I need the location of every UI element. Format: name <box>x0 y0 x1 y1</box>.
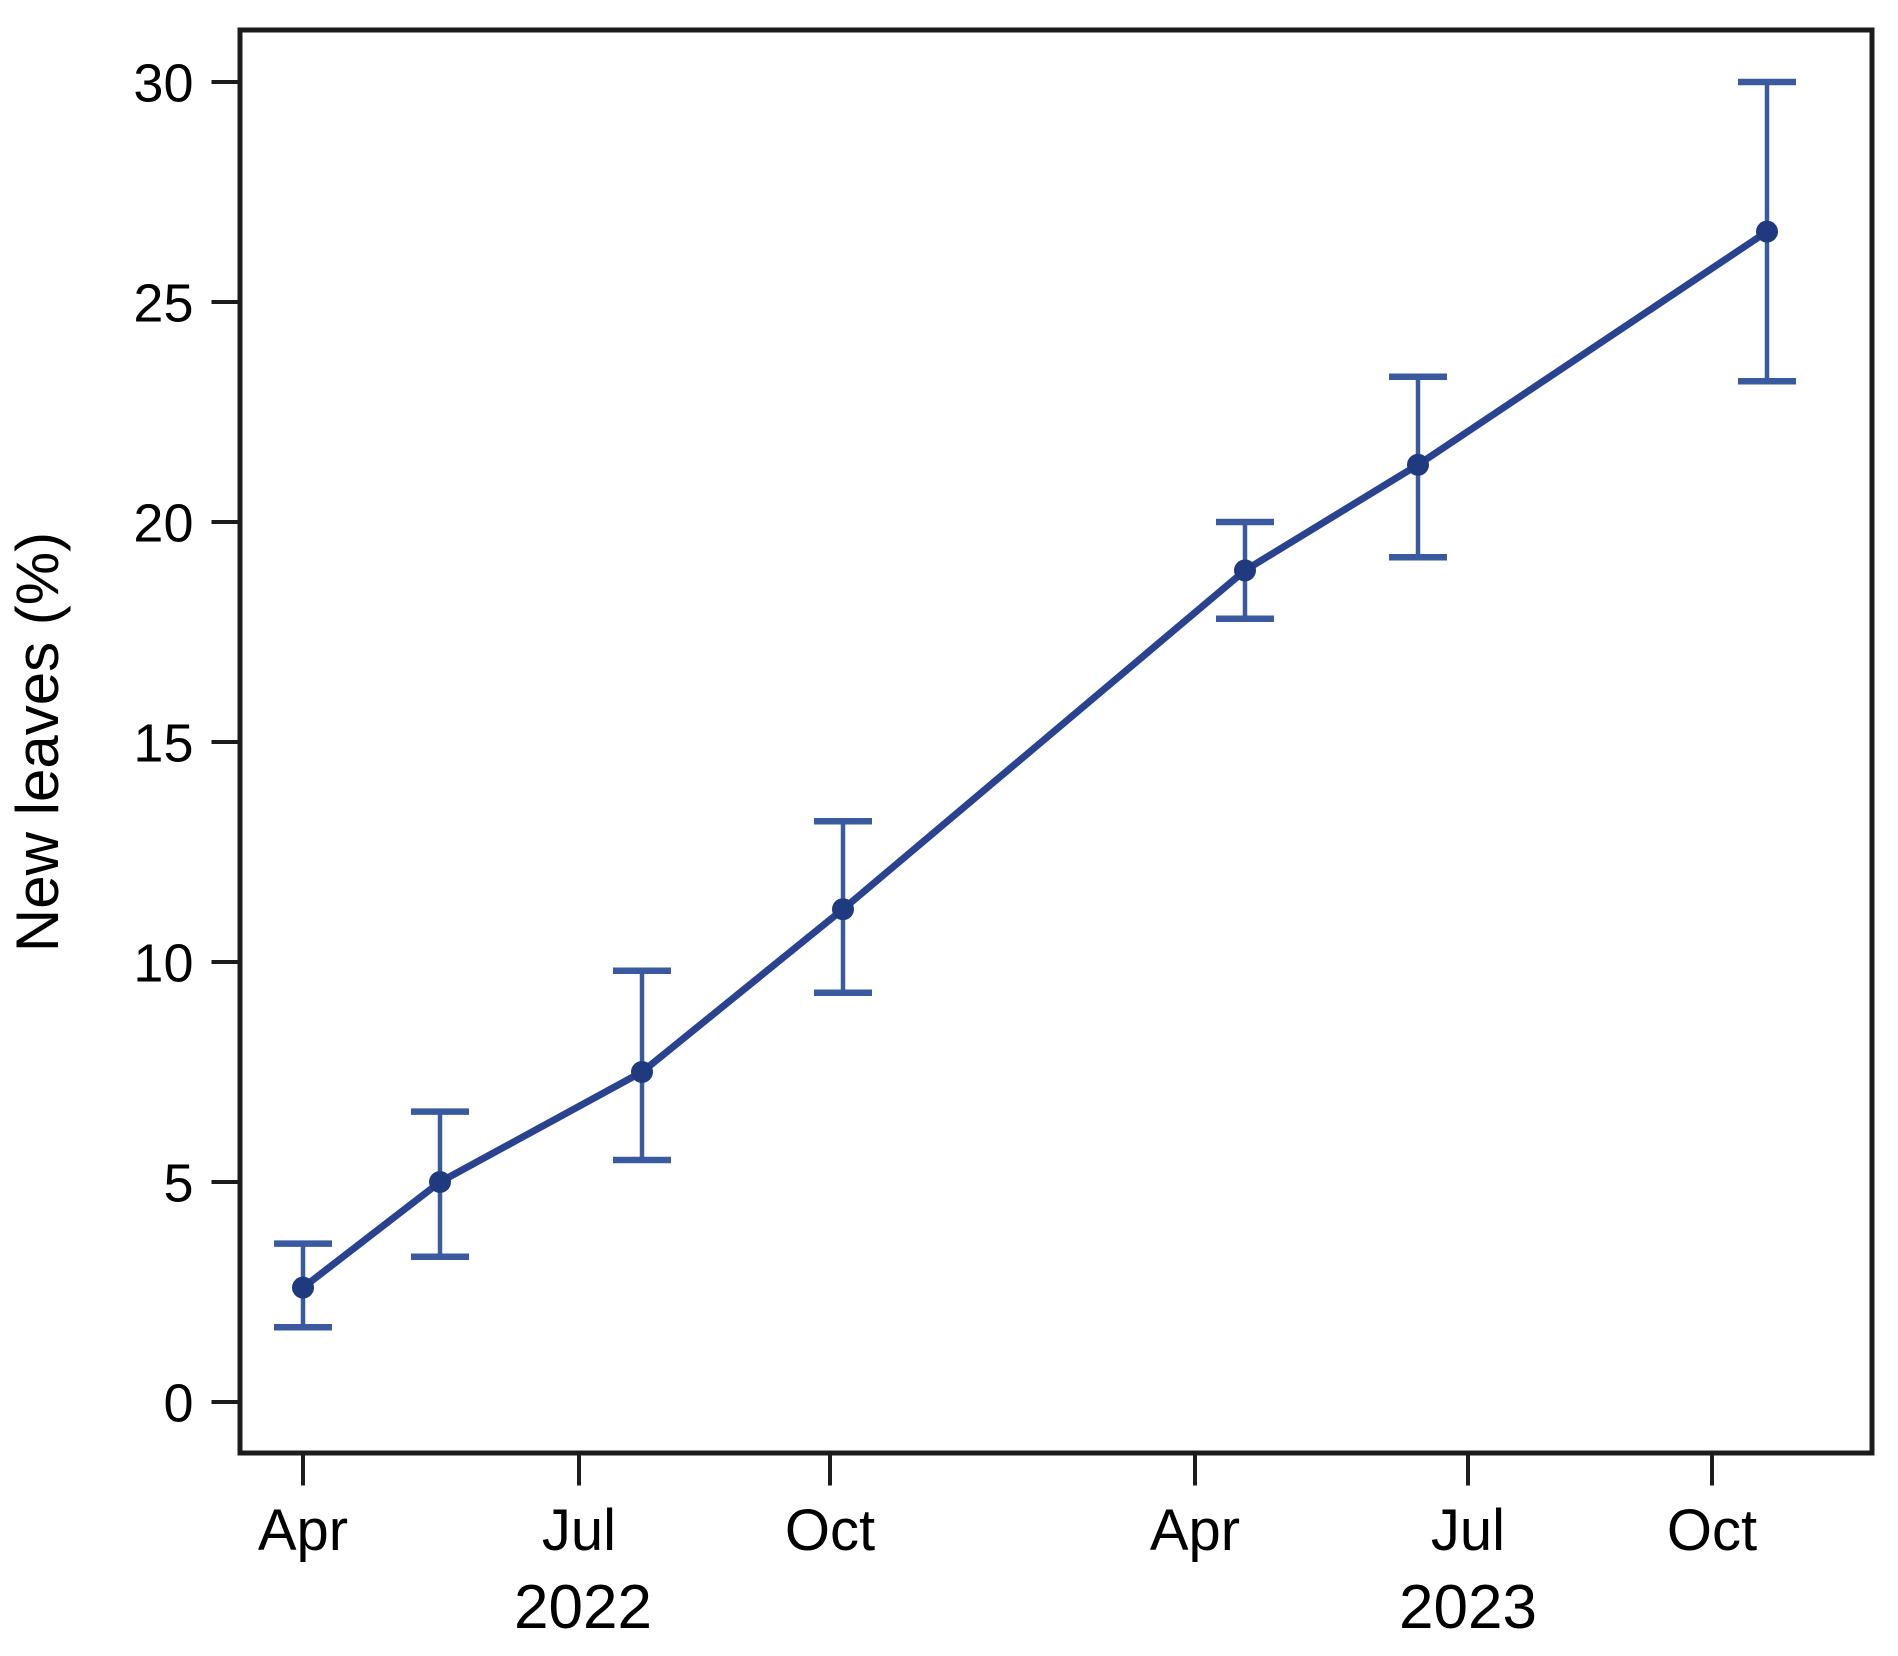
x-axis-year-label: 2023 <box>1399 1573 1537 1642</box>
y-tick-label: 30 <box>133 53 193 113</box>
data-point <box>1756 220 1778 243</box>
data-point <box>832 898 854 921</box>
y-tick-label: 15 <box>133 713 193 773</box>
data-point <box>631 1061 653 1083</box>
series-line <box>300 228 1769 1291</box>
plot-frame <box>237 27 1875 1456</box>
data-point <box>429 1171 451 1193</box>
x-axis-year-label: 2022 <box>514 1573 652 1642</box>
data-point <box>1407 453 1429 476</box>
y-tick-label: 10 <box>133 933 193 993</box>
y-axis-title: New leaves (%) <box>4 532 71 952</box>
x-tick-label: Apr <box>258 1498 348 1563</box>
x-tick-label: Jul <box>1431 1498 1505 1563</box>
y-tick-label: 5 <box>163 1153 193 1213</box>
x-tick-label: Apr <box>1150 1498 1240 1563</box>
x-tick-label: Oct <box>1667 1498 1757 1563</box>
x-tick-label: Jul <box>542 1498 616 1563</box>
y-tick-label: 0 <box>163 1373 193 1433</box>
x-tick-label: Oct <box>785 1498 875 1563</box>
y-tick-label: 20 <box>133 493 193 553</box>
data-point <box>292 1276 314 1299</box>
data-point <box>1234 559 1256 582</box>
y-tick-label: 25 <box>133 273 193 333</box>
